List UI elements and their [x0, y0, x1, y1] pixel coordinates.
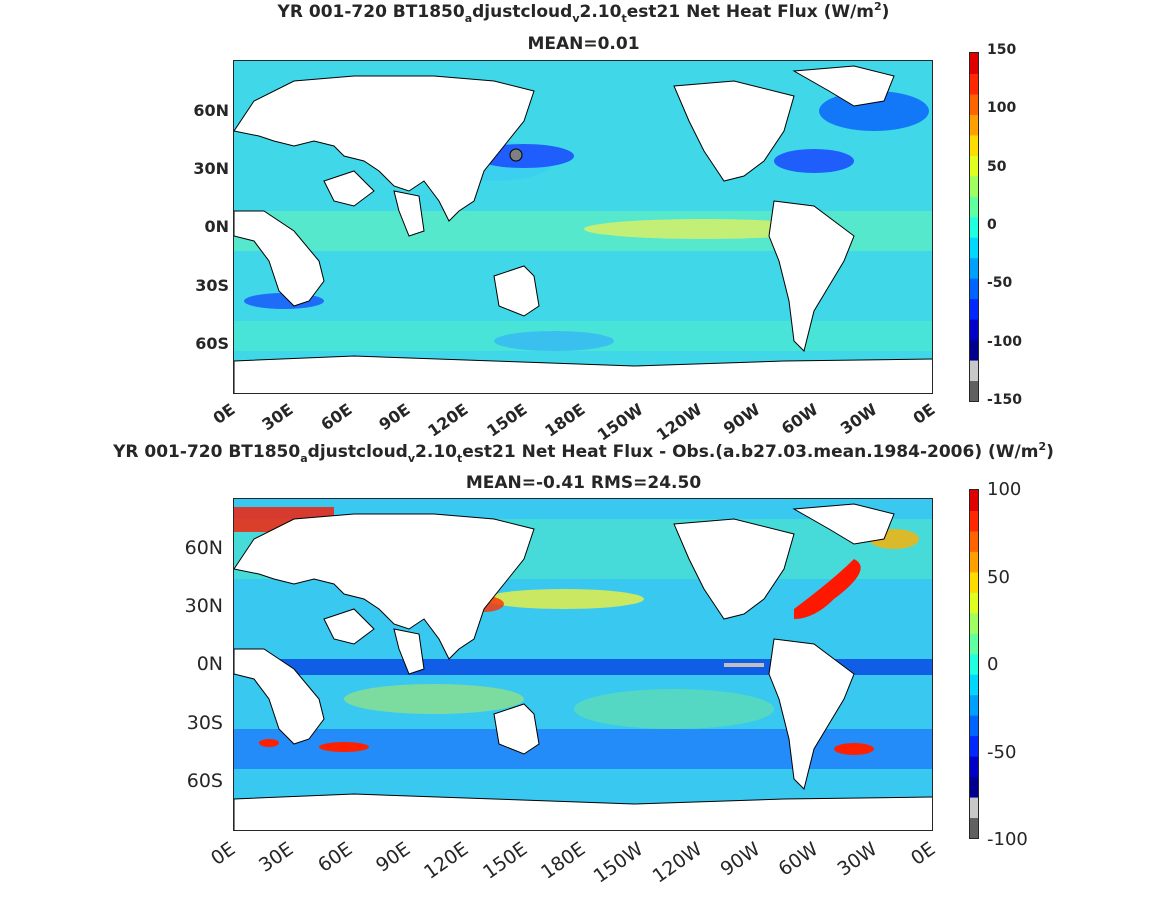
panel1-colorbar-tick: 150	[987, 42, 1017, 58]
colorbar-band	[970, 510, 978, 532]
panel2-colorbar-tick: 100	[987, 479, 1022, 500]
panel1-colorbar	[969, 52, 979, 402]
panel2-title: YR 001-720 BT1850adjustcloudv2.10test21 …	[113, 440, 1054, 465]
panel1-map	[233, 60, 933, 394]
panel1-ytick: 60S	[195, 334, 229, 353]
colorbar-band	[970, 360, 978, 382]
panel2-ytick: 60S	[186, 770, 223, 792]
colorbar-band	[970, 797, 978, 819]
panel1-title: YR 001-720 BT1850adjustcloudv2.10test21 …	[277, 0, 890, 25]
colorbar-band	[970, 592, 978, 614]
colorbar-band	[970, 339, 978, 361]
panel2-subtitle: MEAN=-0.41 RMS=24.50	[465, 473, 702, 493]
panel2-ytick: 0N	[196, 653, 223, 675]
colorbar-band	[970, 551, 978, 573]
colorbar-band	[970, 298, 978, 320]
colorbar-band	[970, 633, 978, 655]
colorbar-band	[970, 776, 978, 798]
panel1-subtitle: MEAN=0.01	[527, 34, 640, 54]
colorbar-band	[970, 216, 978, 238]
colorbar-band	[970, 380, 978, 401]
panel1-colorbar-tick: 50	[987, 158, 1007, 175]
panel2-ytick: 60N	[184, 537, 223, 559]
panel2-colorbar-tick: 0	[987, 654, 999, 675]
colorbar-band	[970, 278, 978, 300]
colorbar-band	[970, 237, 978, 259]
panel1-colorbar-tick: 0	[987, 217, 997, 233]
colorbar-band	[970, 817, 978, 838]
colorbar-band	[970, 53, 978, 74]
colorbar-band	[970, 490, 978, 511]
colorbar-band	[970, 114, 978, 136]
panel1-colorbar-tick: -100	[987, 333, 1023, 350]
panel1-colorbar-tick: 100	[987, 100, 1017, 117]
panel1-ytick: 60N	[193, 101, 229, 120]
colorbar-band	[970, 155, 978, 177]
colorbar-band	[970, 674, 978, 696]
colorbar-band	[970, 175, 978, 197]
panel2-colorbar-tick: -100	[987, 829, 1028, 850]
colorbar-band	[970, 612, 978, 634]
panel2-ytick: 30N	[184, 595, 223, 617]
colorbar-band	[970, 715, 978, 737]
panel2-map	[233, 498, 933, 831]
panel1-colorbar-tick: -150	[987, 392, 1023, 408]
panel1-ytick: 0N	[204, 217, 229, 236]
panel1-colorbar-tick: -50	[987, 275, 1013, 292]
panel2-colorbar-tick: 50	[987, 566, 1010, 588]
colorbar-band	[970, 756, 978, 778]
colorbar-band	[970, 319, 978, 341]
colorbar-band	[970, 653, 978, 675]
panel2-ytick: 30S	[186, 712, 223, 734]
panel2-colorbar-tick: -50	[987, 741, 1017, 763]
colorbar-band	[970, 530, 978, 552]
colorbar-band	[970, 73, 978, 95]
colorbar-band	[970, 93, 978, 115]
panel1-ytick: 30N	[193, 159, 229, 178]
colorbar-band	[970, 571, 978, 593]
colorbar-band	[970, 694, 978, 716]
panel1-ytick: 30S	[195, 276, 229, 295]
panel2-colorbar	[969, 489, 979, 839]
colorbar-band	[970, 134, 978, 156]
colorbar-band	[970, 257, 978, 279]
colorbar-band	[970, 735, 978, 757]
colorbar-band	[970, 196, 978, 218]
